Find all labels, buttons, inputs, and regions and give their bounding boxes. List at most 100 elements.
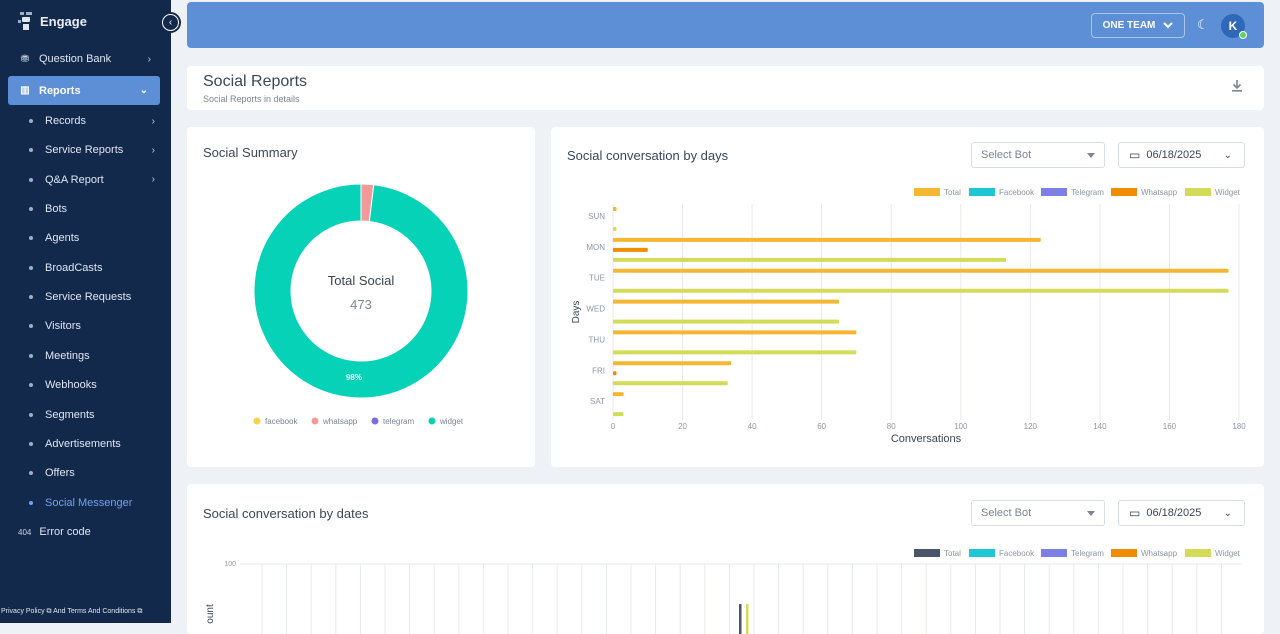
bar-total-sat[interactable] — [613, 392, 624, 397]
bar-total-wed[interactable] — [613, 299, 840, 304]
bar-widget-selected-date[interactable] — [746, 604, 749, 634]
legend-label-total[interactable]: Total — [944, 188, 961, 197]
legend-label-widget[interactable]: Widget — [1215, 188, 1241, 197]
legend-swatch-facebook — [969, 549, 995, 557]
calendar-icon: ▭ — [1129, 506, 1141, 520]
legend-label-facebook[interactable]: Facebook — [999, 549, 1035, 558]
bar-total-tue[interactable] — [613, 268, 1229, 273]
sidebar-subitem-label: Service Reports — [45, 144, 124, 157]
legend-label-whatsapp[interactable]: Whatsapp — [1141, 549, 1178, 558]
legend-label-facebook[interactable]: Facebook — [999, 188, 1035, 197]
sidebar-item-reports[interactable]: ▥ Reports ⌄ — [8, 76, 160, 105]
bar-total-selected-date[interactable] — [739, 604, 742, 634]
bar-widget-tue[interactable] — [613, 288, 1229, 293]
bar-widget-wed[interactable] — [613, 319, 840, 324]
legend-swatch-whatsapp — [1111, 549, 1137, 557]
sidebar-item-label: Reports — [39, 84, 81, 97]
caret-down-icon — [1087, 511, 1095, 516]
y-tick-label: FRI — [592, 366, 605, 375]
legend-label-telegram[interactable]: telegram — [383, 417, 414, 426]
chevron-down-icon: ⌄ — [1223, 507, 1232, 519]
sidebar: Engage ‹ ⛃ Question Bank › ▥ Reports ⌄ R… — [0, 0, 181, 623]
page-title: Social Reports — [203, 73, 308, 90]
sidebar-collapse-button[interactable]: ‹ — [160, 12, 181, 33]
sidebar-subitem-segments[interactable]: Segments — [0, 405, 171, 425]
bar-whatsapp-fri[interactable] — [613, 371, 617, 376]
legend-label-widget[interactable]: widget — [439, 417, 464, 426]
conversation-by-dates-title: Social conversation by dates — [203, 506, 369, 521]
sidebar-subitem-agents[interactable]: Agents — [0, 228, 171, 248]
sidebar-subitem-service-requests[interactable]: Service Requests — [0, 287, 171, 307]
chevron-down-icon: ⌄ — [1223, 149, 1232, 161]
legend-label-whatsapp[interactable]: whatsapp — [322, 417, 358, 426]
sidebar-subitem-meetings[interactable]: Meetings — [0, 346, 171, 366]
social-summary-title: Social Summary — [203, 145, 298, 160]
donut-slice-widget[interactable] — [253, 183, 469, 399]
bar-whatsapp-mon[interactable] — [613, 247, 648, 252]
bar-widget-mon[interactable] — [613, 257, 1006, 262]
bullet-dot-icon — [29, 207, 33, 212]
chevron-right-icon: › — [151, 144, 155, 156]
bar-widget-sat[interactable] — [613, 412, 624, 417]
legend-label-widget[interactable]: Widget — [1215, 549, 1241, 558]
download-icon[interactable] — [1232, 80, 1242, 95]
select-bot-dropdown[interactable]: Select Bot — [971, 142, 1105, 168]
legend-label-whatsapp[interactable]: Whatsapp — [1141, 188, 1178, 197]
y-tick-label: THU — [589, 335, 606, 344]
privacy-terms-link[interactable]: Privacy Policy ⧉ And Terms And Condition… — [1, 608, 143, 615]
bar-total-thu[interactable] — [613, 330, 857, 335]
legend-label-telegram[interactable]: Telegram — [1071, 188, 1104, 197]
select-bot-dropdown[interactable]: Select Bot — [971, 500, 1105, 526]
sidebar-subitem-records[interactable]: Records › — [0, 111, 171, 131]
chevron-right-icon: › — [147, 53, 151, 65]
sidebar-subitem-offers[interactable]: Offers — [0, 463, 171, 483]
team-selector-button[interactable]: ONE TEAM — [1091, 13, 1185, 38]
sidebar-subitem-q-a-report[interactable]: Q&A Report › — [0, 170, 171, 190]
avatar[interactable]: K — [1221, 14, 1245, 38]
bar-total-sun[interactable] — [613, 207, 617, 211]
sidebar-subitem-social-messenger[interactable]: Social Messenger — [0, 493, 171, 513]
conversation-by-days-title: Social conversation by days — [567, 148, 729, 163]
donut-center-value: 473 — [350, 297, 372, 312]
legend-swatch-telegram — [1041, 549, 1067, 557]
bar-widget-sun[interactable] — [613, 227, 617, 231]
sidebar-subitem-advertisements[interactable]: Advertisements — [0, 434, 171, 454]
bar-total-mon[interactable] — [613, 237, 1041, 242]
date-picker[interactable]: ▭ 06/18/2025 ⌄ — [1118, 500, 1245, 526]
brand[interactable]: Engage — [18, 12, 87, 30]
legend-swatch-total — [914, 188, 940, 196]
legend-label-total[interactable]: Total — [944, 549, 961, 558]
sidebar-subitem-label: Social Messenger — [45, 496, 133, 509]
sidebar-subitem-bots[interactable]: Bots — [0, 199, 171, 219]
date-value: 06/18/2025 — [1146, 149, 1202, 161]
sidebar-subitem-label: Visitors — [45, 320, 81, 333]
bullet-dot-icon — [29, 383, 33, 388]
sidebar-subitem-label: Bots — [45, 203, 68, 216]
dark-mode-toggle-icon[interactable]: ☾ — [1197, 17, 1209, 32]
conversation-by-dates-chart: Total Facebook Telegram Whatsapp Widget 100 ou… — [205, 549, 1242, 634]
bullet-dot-icon — [29, 471, 33, 476]
y-tick-label: SUN — [588, 212, 605, 221]
y-tick-label: MON — [586, 243, 605, 252]
sidebar-subitem-service-reports[interactable]: Service Reports › — [0, 140, 171, 160]
bar-total-fri[interactable] — [613, 361, 732, 366]
legend-label-facebook[interactable]: facebook — [265, 417, 298, 426]
sidebar-subitem-label: Meetings — [45, 349, 90, 362]
sidebar-item-error-code[interactable]: 404 Error code — [18, 526, 91, 538]
sidebar-subitem-visitors[interactable]: Visitors — [0, 316, 171, 336]
legend-swatch-widget — [428, 417, 436, 425]
legend-label-telegram[interactable]: Telegram — [1071, 549, 1104, 558]
bar-widget-fri[interactable] — [613, 381, 728, 386]
top-bar: ONE TEAM ☾ K — [187, 2, 1264, 48]
date-picker[interactable]: ▭ 06/18/2025 ⌄ — [1118, 142, 1245, 168]
bar-widget-thu[interactable] — [613, 350, 857, 355]
question-bank-icon: ⛃ — [20, 53, 30, 65]
bullet-dot-icon — [29, 324, 33, 329]
x-tick-label: 180 — [1232, 422, 1246, 431]
sidebar-subitem-webhooks[interactable]: Webhooks — [0, 375, 171, 395]
social-summary-donut-chart: Total Social 473 98% facebook whatsapp tel… — [253, 183, 469, 426]
bullet-dot-icon — [29, 441, 33, 446]
sidebar-subitem-broadcasts[interactable]: BroadCasts — [0, 258, 171, 278]
sidebar-subitem-label: Agents — [45, 232, 80, 245]
sidebar-item-question-bank[interactable]: ⛃ Question Bank › — [0, 46, 171, 72]
